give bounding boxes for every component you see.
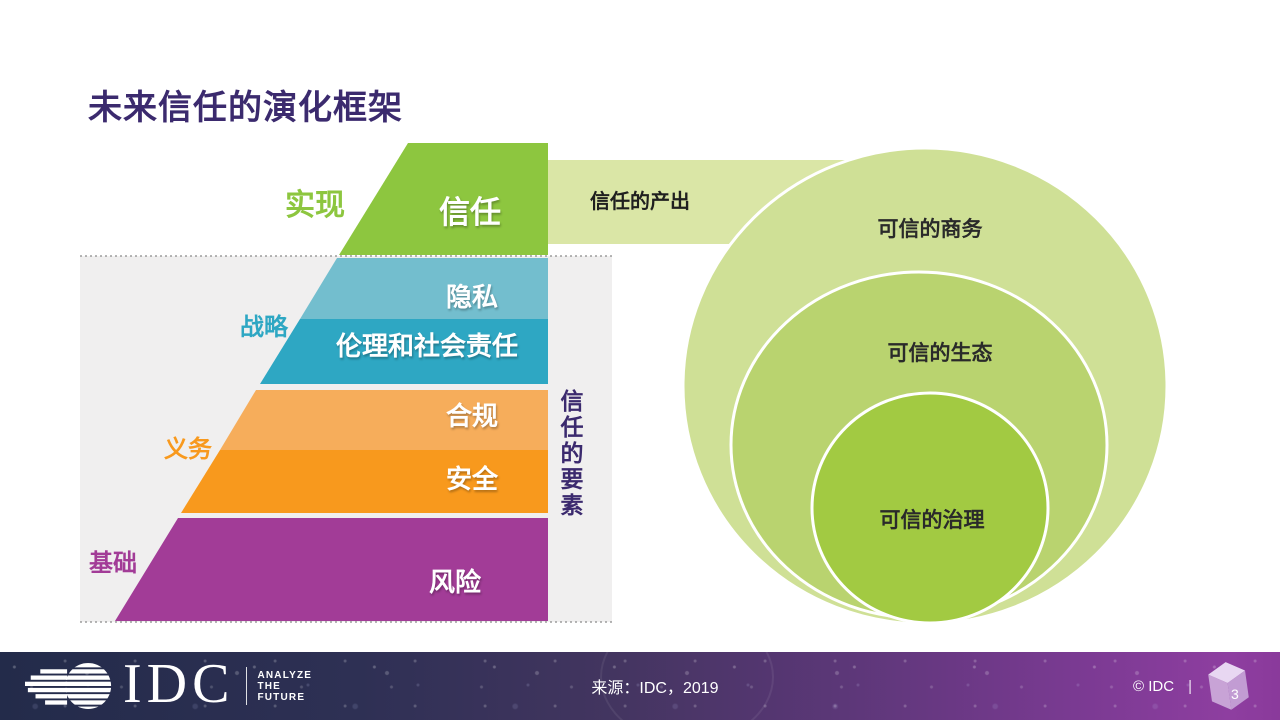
layer-label-privacy: 隐私 bbox=[446, 282, 498, 312]
pyramid-layer-security bbox=[181, 450, 548, 513]
source-text: 来源：IDC，2019 bbox=[591, 680, 719, 697]
copyright-text: © IDC bbox=[1133, 677, 1175, 695]
pyramid-layer-trust bbox=[339, 143, 548, 255]
circle-label-trusted-business: 可信的商务 bbox=[878, 217, 984, 241]
tagline-line: FUTURE bbox=[257, 691, 306, 703]
tagline-line: ANALYZE bbox=[257, 669, 313, 681]
stage-label-realize: 实现 bbox=[285, 188, 345, 222]
footer-right: © IDC | 3 bbox=[1133, 652, 1252, 720]
trust-elements-axis-label: 信任的要素 bbox=[557, 389, 583, 519]
stage-label-obligation: 义务 bbox=[164, 435, 213, 463]
pyramid-layer-compliance bbox=[220, 390, 548, 450]
idc-globe-icon bbox=[25, 663, 112, 709]
layer-label-trust: 信任 bbox=[439, 195, 501, 230]
layer-label-risk: 风险 bbox=[429, 567, 482, 597]
stage-label-strategy: 战略 bbox=[240, 313, 289, 341]
footer-pipe: | bbox=[1188, 677, 1192, 695]
logo-divider bbox=[246, 667, 248, 705]
layer-label-ethics: 伦理和社会责任 bbox=[336, 331, 518, 361]
layer-label-compliance: 合规 bbox=[446, 401, 498, 431]
cube-icon bbox=[1208, 662, 1249, 710]
footer: IDC ANALYZE THE FUTURE 来源：IDC，2019 © IDC… bbox=[0, 652, 1280, 720]
idc-tagline: ANALYZE THE FUTURE bbox=[257, 670, 312, 703]
stage-label-foundation: 基础 bbox=[89, 550, 137, 577]
trust-output-banner-label: 信任的产出 bbox=[590, 189, 690, 213]
idc-logo-text: IDC bbox=[123, 653, 235, 715]
circle-label-trusted-ecosystem: 可信的生态 bbox=[888, 341, 993, 365]
pyramid-layer-ethics bbox=[260, 319, 548, 384]
circle-label-trusted-governance: 可信的治理 bbox=[880, 508, 985, 532]
page-title: 未来信任的演化框架 bbox=[88, 89, 403, 127]
page-number-cube: 3 bbox=[1204, 656, 1252, 716]
pyramid-layer-privacy bbox=[300, 258, 548, 319]
circle-trusted-governance bbox=[810, 391, 1050, 625]
idc-logo: IDC ANALYZE THE FUTURE bbox=[25, 652, 312, 720]
footer-decor-ring bbox=[600, 652, 774, 720]
tagline-line: THE bbox=[257, 680, 282, 692]
pyramid-layer-risk bbox=[115, 518, 548, 621]
page-number: 3 bbox=[1231, 686, 1239, 702]
layer-label-security: 安全 bbox=[446, 464, 499, 494]
